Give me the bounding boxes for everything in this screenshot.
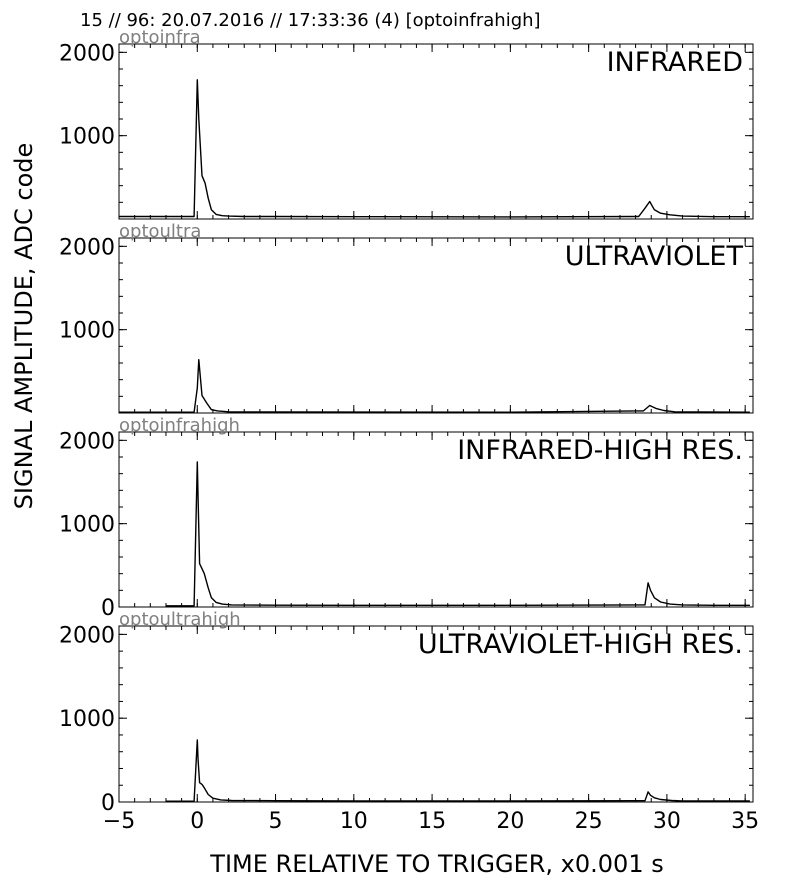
x-tick-label: 0 [190, 809, 204, 834]
panel-label: ULTRAVIOLET-HIGH RES. [418, 629, 743, 660]
signal-trace-optoinfrahigh [166, 461, 750, 607]
x-tick-label: 30 [653, 809, 681, 834]
y-tick-label: 0 [101, 791, 115, 816]
x-tick-label: 25 [575, 809, 603, 834]
x-tick-label: 5 [269, 809, 283, 834]
signal-trace-optoultra [119, 359, 750, 413]
y-tick-label: 2000 [59, 235, 115, 260]
y-tick-label: 2000 [59, 623, 115, 648]
y-tick-label: 1000 [59, 125, 115, 150]
y-tick-label: 1000 [59, 707, 115, 732]
panel-label: ULTRAVIOLET [565, 241, 744, 272]
panel-label: INFRARED-HIGH RES. [457, 435, 743, 466]
signal-trace-optoinfra [119, 79, 750, 218]
panels-group: 10002000optoinfraINFRARED10002000optoult… [59, 27, 759, 834]
x-tick-label: 35 [731, 809, 759, 834]
channel-label: optoultrahigh [119, 609, 241, 630]
y-tick-label: 2000 [59, 41, 115, 66]
panel-frame [118, 625, 754, 803]
panel-frame [118, 431, 754, 608]
y-tick-label: 1000 [59, 513, 115, 538]
y-axis-label: SIGNAL AMPLITUDE, ADC code [10, 143, 38, 510]
panel-frame [118, 43, 754, 220]
signal-trace-optoultrahigh [166, 739, 750, 802]
x-axis-label: TIME RELATIVE TO TRIGGER, x0.001 s [209, 850, 663, 878]
figure-title: 15 // 96: 20.07.2016 // 17:33:36 (4) [op… [80, 10, 541, 31]
panel-frame [118, 237, 754, 414]
x-tick-label: −5 [103, 809, 135, 834]
y-tick-label: 0 [101, 596, 115, 621]
x-tick-label: 10 [340, 809, 368, 834]
channel-label: optoinfrahigh [119, 415, 240, 436]
channel-label: optoinfra [119, 27, 201, 48]
panel-label: INFRARED [607, 47, 743, 78]
y-tick-label: 1000 [59, 319, 115, 344]
x-tick-label: 20 [496, 809, 524, 834]
x-tick-label: 15 [418, 809, 446, 834]
channel-label: optoultra [119, 221, 201, 242]
y-tick-label: 2000 [59, 429, 115, 454]
